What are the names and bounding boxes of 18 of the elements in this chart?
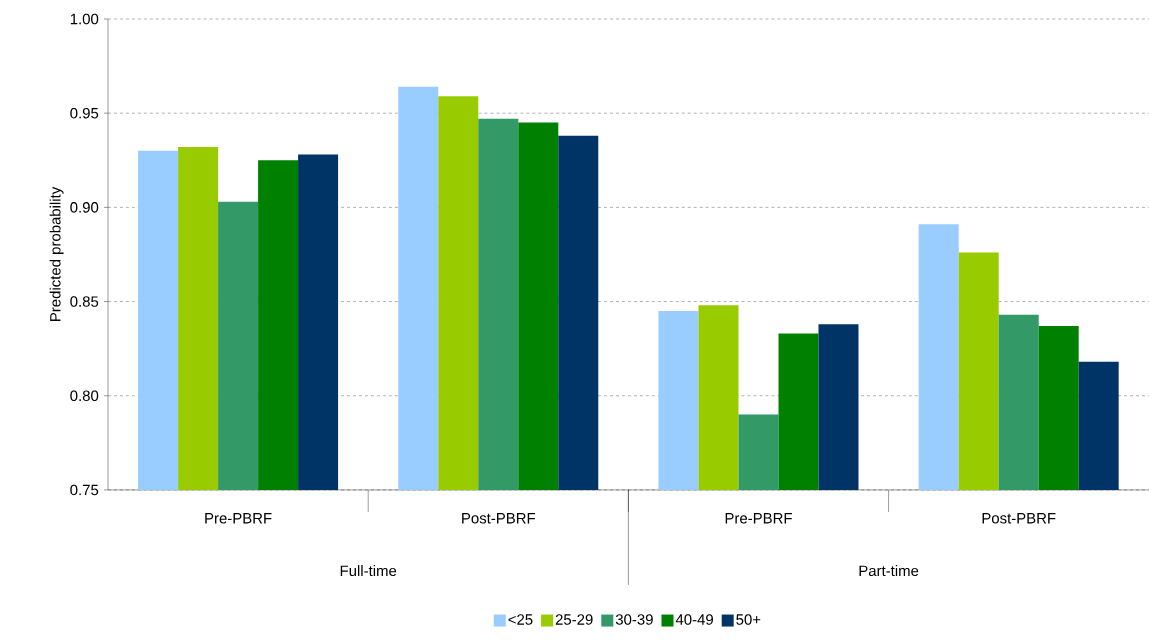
y-axis-title: Predicted probability: [49, 186, 64, 321]
legend-label: 25-29: [555, 614, 593, 625]
text: Full-time: [340, 565, 397, 577]
y-tick-label: 0.80: [70, 390, 99, 402]
legend-label: 40-49: [675, 614, 713, 625]
y-tick-label: 0.95: [70, 107, 99, 119]
y-tick-label: 0.90: [70, 202, 99, 213]
y-tick-label: 0.75: [70, 484, 99, 496]
legend-label: 30-39: [615, 614, 653, 625]
x-tick-label: Post-PBRF: [462, 513, 536, 524]
legend-label: <25: [508, 614, 533, 625]
x-tick-label: Post-PBRF: [982, 513, 1056, 524]
y-tick-label: 0.85: [70, 296, 99, 307]
y-tick-label: 1.00: [70, 13, 99, 25]
legend-label: 50+: [736, 614, 761, 625]
x-tick-label: Pre-PBRF: [205, 513, 272, 524]
text: Part-time: [859, 565, 919, 577]
x-tick-label: Pre-PBRF: [725, 513, 792, 524]
